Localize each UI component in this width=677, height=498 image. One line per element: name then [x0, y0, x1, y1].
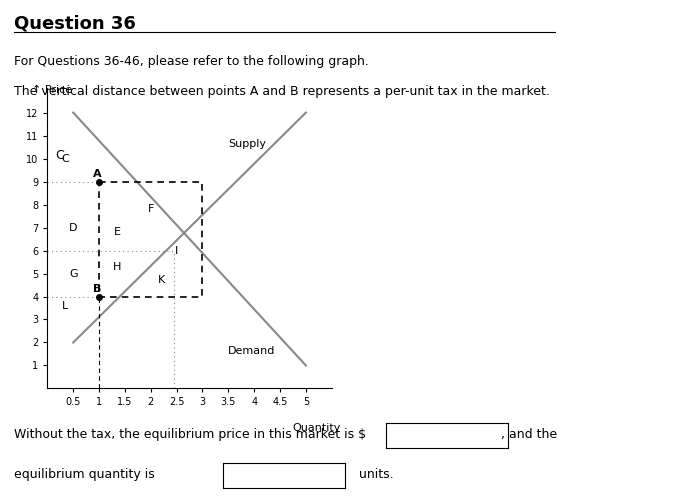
Text: units.: units.	[359, 468, 393, 481]
Text: Without the tax, the equilibrium price in this market is $: Without the tax, the equilibrium price i…	[14, 428, 366, 441]
Text: E: E	[114, 227, 121, 237]
Text: L: L	[62, 301, 68, 311]
Text: Supply: Supply	[228, 139, 266, 149]
Text: ↑ Price: ↑ Price	[32, 85, 72, 95]
Text: H: H	[113, 261, 121, 271]
Text: C: C	[62, 153, 69, 164]
Text: , and the: , and the	[501, 428, 557, 441]
Text: equilibrium quantity is: equilibrium quantity is	[14, 468, 154, 481]
Text: C: C	[55, 148, 64, 161]
Text: D: D	[69, 223, 77, 233]
Text: B: B	[93, 284, 102, 294]
Text: Demand: Demand	[228, 346, 276, 356]
Text: For Questions 36-46, please refer to the following graph.: For Questions 36-46, please refer to the…	[14, 55, 368, 68]
Text: F: F	[148, 204, 154, 214]
Text: G: G	[69, 268, 78, 278]
Text: Question 36: Question 36	[14, 15, 135, 33]
Text: I: I	[175, 246, 178, 255]
Text: Quantity: Quantity	[292, 423, 341, 433]
Text: K: K	[158, 275, 165, 285]
Text: A: A	[93, 169, 102, 179]
Text: The vertical distance between points A and B represents a per-unit tax in the ma: The vertical distance between points A a…	[14, 85, 550, 98]
